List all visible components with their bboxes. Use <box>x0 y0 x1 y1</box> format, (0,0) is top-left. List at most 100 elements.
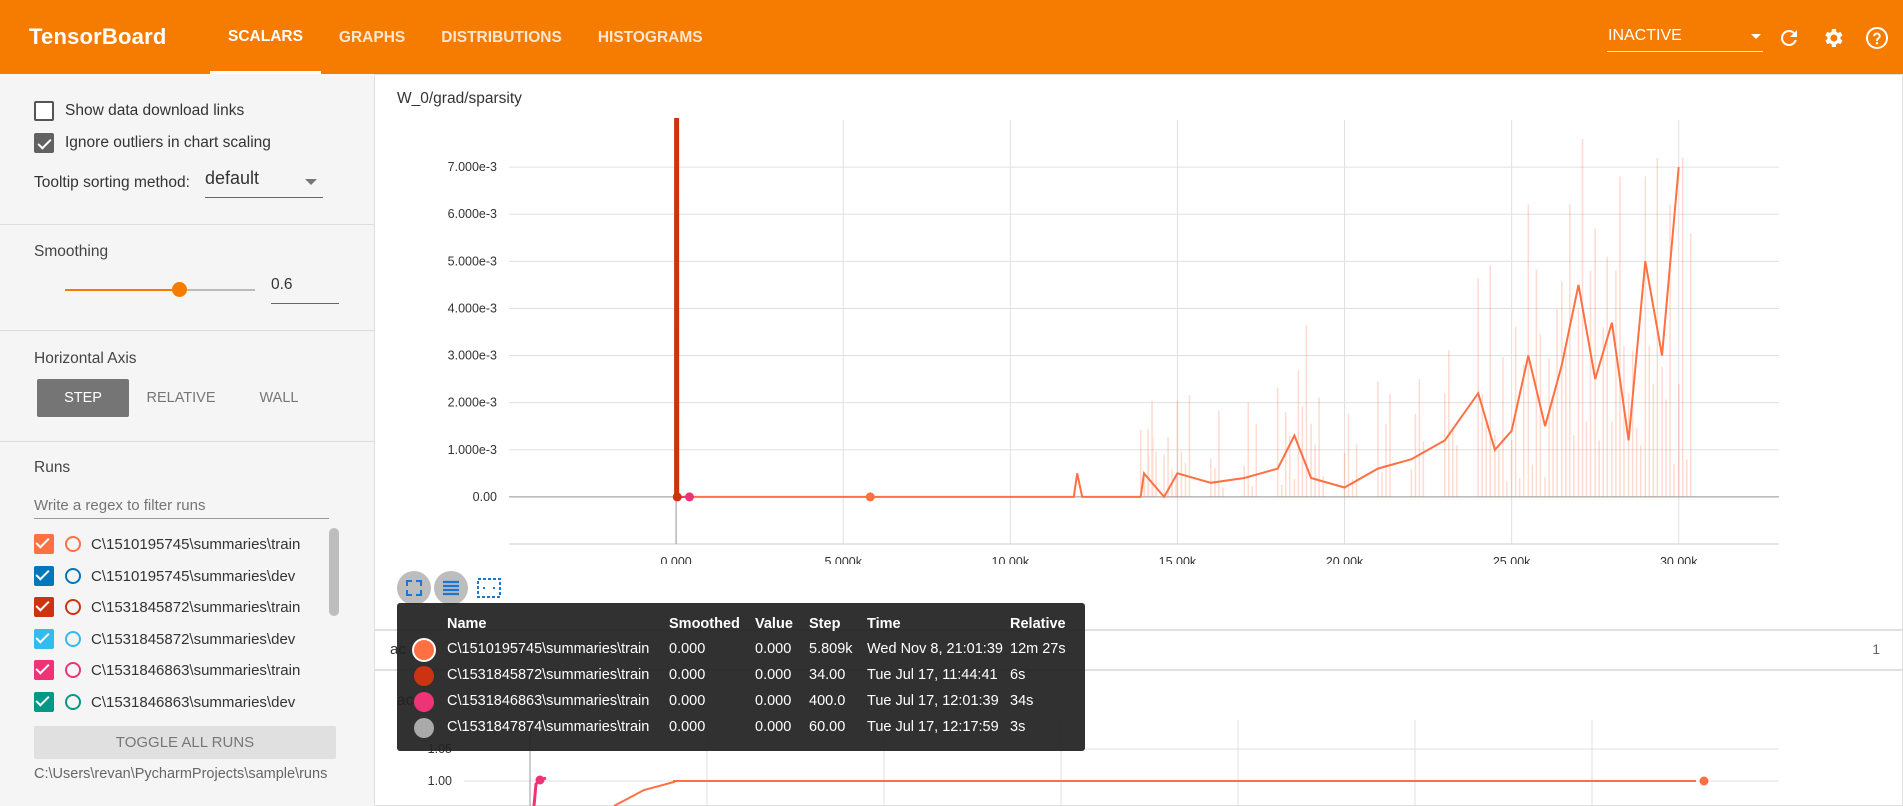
divider <box>0 441 374 442</box>
ignore-outliers-label: Ignore outliers in chart scaling <box>65 134 271 151</box>
tooltip-cell-step: 60.00 <box>809 719 846 735</box>
chevron-down-icon <box>305 179 317 185</box>
hover-point <box>1699 776 1709 786</box>
smoothing-value: 0.6 <box>271 276 293 293</box>
show-download-links-row[interactable]: Show data download links <box>34 101 244 121</box>
show-download-links-label: Show data download links <box>65 102 245 119</box>
x-tick-label: 10.00k <box>992 555 1030 564</box>
y-tick-label: 1.00 <box>428 774 452 788</box>
sidebar <box>0 74 374 806</box>
tag-group-count: 1 <box>1872 641 1880 657</box>
tooltip-cell-time: Tue Jul 17, 11:44:41 <box>867 667 998 683</box>
tooltip-cell-smoothed: 0.000 <box>669 719 706 735</box>
show-download-links-checkbox[interactable] <box>34 101 54 121</box>
run-row[interactable]: C\1531846863\summaries\train <box>34 658 300 682</box>
run-name: C\1510195745\summaries\dev <box>91 567 296 585</box>
sparsity-chart[interactable]: 0.00 1.000e-3 2.000e-3 3.000e-3 4.000e-3 5.00… <box>374 104 1903 564</box>
chart-title: W_0/grad/sparsity <box>397 90 522 107</box>
y-tick-label: 4.000e-3 <box>448 301 497 315</box>
y-tick-label: 3.000e-3 <box>448 349 497 363</box>
hover-point <box>535 775 545 785</box>
inactive-dashboard-select[interactable]: INACTIVE <box>1607 22 1763 52</box>
run-color-ring <box>65 599 81 615</box>
tooltip-cell-name: C\1531847874\summaries\train <box>447 719 650 735</box>
run-color-ring <box>65 536 81 552</box>
runs-scrollbar[interactable] <box>329 528 339 616</box>
tab-graphs[interactable]: GRAPHS <box>338 29 406 46</box>
tooltip-cell-value: 0.000 <box>755 641 792 657</box>
tooltip-cell-name: C\1531845872\summaries\train <box>447 667 650 683</box>
tooltip-cell-time: Tue Jul 17, 12:01:39 <box>867 693 999 709</box>
hover-point <box>865 492 875 502</box>
ignore-outliers-checkbox[interactable] <box>34 133 54 153</box>
refresh-icon[interactable] <box>1777 26 1801 50</box>
tooltip-cell-value: 0.000 <box>755 693 792 709</box>
tooltip-run-color-dot <box>414 718 434 738</box>
horizontal-axis-title: Horizontal Axis <box>34 350 137 367</box>
run-color-ring <box>65 694 81 710</box>
run-name: C\1531846863\summaries\train <box>91 661 301 679</box>
run-checkbox[interactable] <box>34 566 54 586</box>
run-name: C\1531845872\summaries\dev <box>91 630 296 648</box>
series-line <box>674 118 680 497</box>
top-app-bar: TensorBoard SCALARS GRAPHS DISTRIBUTIONS… <box>0 0 1903 74</box>
tab-distributions[interactable]: DISTRIBUTIONS <box>441 29 562 46</box>
tooltip-cell-smoothed: 0.000 <box>669 667 706 683</box>
smoothing-slider-knob[interactable] <box>172 282 187 297</box>
x-tick-label: 5.000k <box>824 555 862 564</box>
selection-icon <box>477 578 501 598</box>
tab-histograms[interactable]: HISTOGRAMS <box>597 29 703 46</box>
tooltip-cell-name: C\1510195745\summaries\train <box>447 641 650 657</box>
divider <box>0 330 374 331</box>
tooltip-cell-step: 34.00 <box>809 667 846 683</box>
axis-step-button[interactable]: STEP <box>37 379 129 417</box>
tooltip-cell-value: 0.000 <box>755 667 792 683</box>
tooltip-cell-smoothed: 0.000 <box>669 693 706 709</box>
tooltip-sorting-dropdown[interactable]: default <box>205 168 323 198</box>
raw-series-line <box>1139 138 1692 497</box>
brand-title: TensorBoard <box>29 24 167 49</box>
y-tick-label: 1.000e-3 <box>448 443 497 457</box>
log-scale-button[interactable] <box>434 571 468 605</box>
tooltip-cell-time: Tue Jul 17, 12:17:59 <box>867 719 999 735</box>
y-tick-label: 0.00 <box>473 490 497 504</box>
run-row[interactable]: C\1531845872\summaries\train <box>34 595 300 619</box>
run-checkbox[interactable] <box>34 534 54 554</box>
zoom-select-button[interactable] <box>472 571 506 605</box>
run-row[interactable]: C\1510195745\summaries\train <box>34 532 300 556</box>
smoothing-slider[interactable] <box>65 282 255 297</box>
run-checkbox[interactable] <box>34 660 54 680</box>
run-row[interactable]: C\1510195745\summaries\dev <box>34 564 295 588</box>
toggle-all-runs-button[interactable]: TOGGLE ALL RUNS <box>34 726 336 759</box>
tooltip-cell-value: 0.000 <box>755 719 792 735</box>
smoothing-title: Smoothing <box>34 243 109 260</box>
run-name: C\1510195745\summaries\train <box>91 535 301 553</box>
axis-relative-button[interactable]: RELATIVE <box>146 390 216 406</box>
dashboard-tabs: SCALARS GRAPHS DISTRIBUTIONS HISTOGRAMS <box>210 0 721 74</box>
run-row[interactable]: C\1531845872\summaries\dev <box>34 627 295 651</box>
y-tick-label: 2.000e-3 <box>448 396 497 410</box>
run-row[interactable]: C\1531846863\summaries\dev <box>34 690 295 714</box>
fit-domain-button[interactable] <box>397 571 431 605</box>
axis-wall-button[interactable]: WALL <box>259 390 299 406</box>
ignore-outliers-row[interactable]: Ignore outliers in chart scaling <box>34 133 271 153</box>
tooltip-cell-relative: 3s <box>1010 719 1026 735</box>
accuracy-chart[interactable]: 1.051.00 <box>374 700 1903 806</box>
run-checkbox[interactable] <box>34 692 54 712</box>
tooltip-header-relative: Relative <box>1010 616 1066 632</box>
run-checkbox[interactable] <box>34 597 54 617</box>
runs-filter-input[interactable] <box>34 493 329 519</box>
settings-icon[interactable] <box>1821 26 1845 50</box>
help-icon[interactable] <box>1865 26 1889 50</box>
tooltip-sorting-value: default <box>205 168 260 188</box>
fullscreen-icon <box>406 580 422 596</box>
tooltip-cell-smoothed: 0.000 <box>669 641 706 657</box>
run-checkbox[interactable] <box>34 629 54 649</box>
x-tick-label: 30.00k <box>1660 555 1698 564</box>
tooltip-cell-time: Wed Nov 8, 21:01:39 <box>867 641 1003 657</box>
smoothing-value-input[interactable]: 0.6 <box>271 276 339 304</box>
tab-scalars[interactable]: SCALARS <box>210 0 321 74</box>
x-tick-label: 0.000 <box>660 555 691 564</box>
series-line <box>676 167 1680 499</box>
tooltip-run-color-dot <box>414 640 434 660</box>
